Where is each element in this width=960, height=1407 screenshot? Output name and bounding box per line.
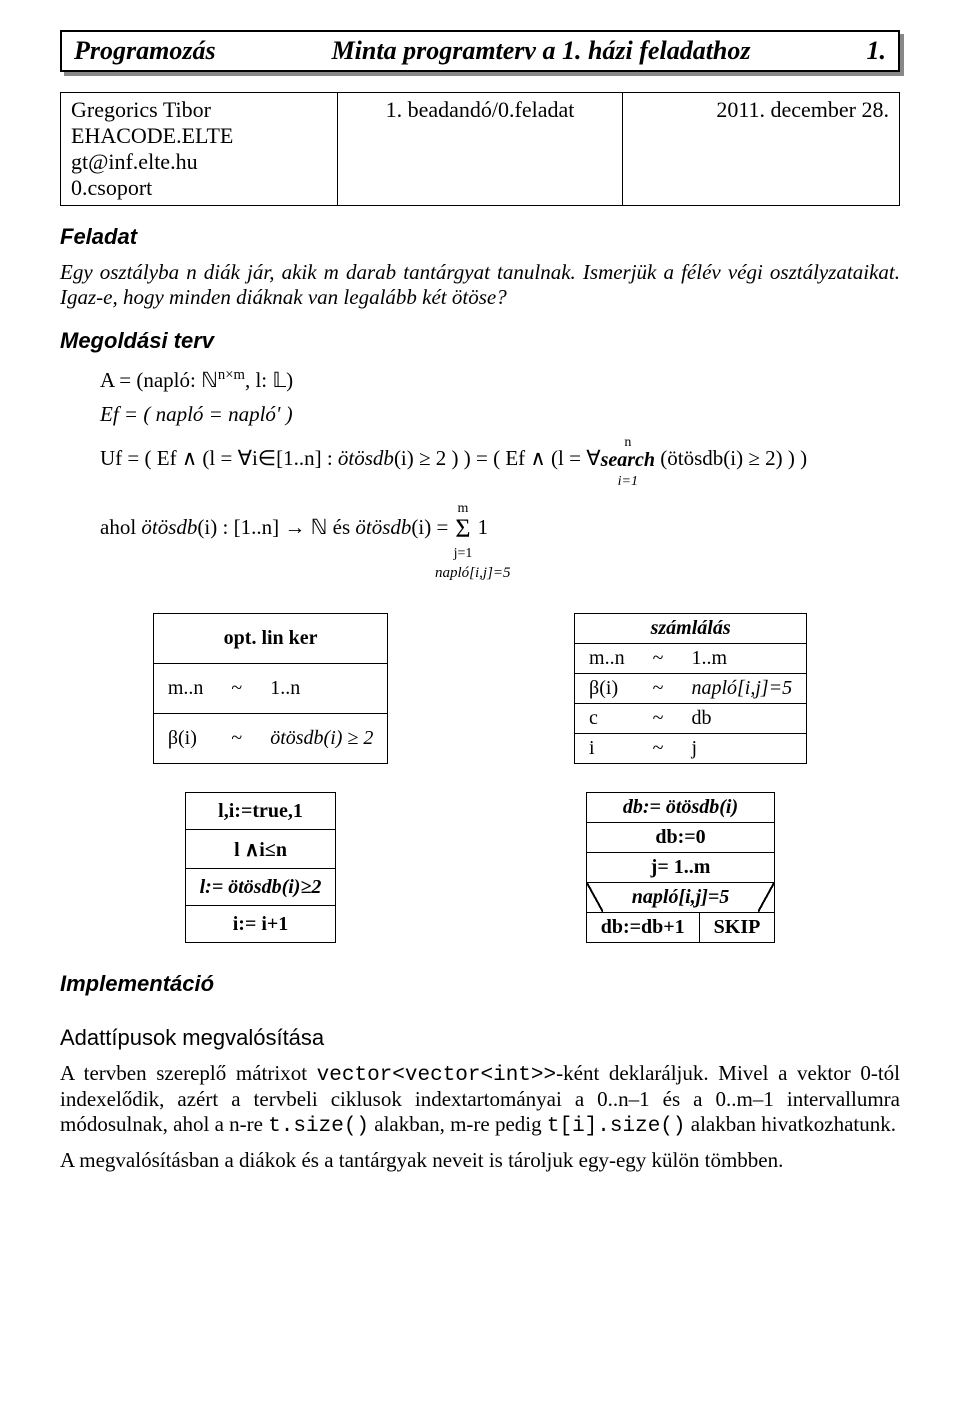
math-ahol-line: ahol ötösdb(i) : [1..n] → ℕ és ötösdb(i)… [100, 497, 900, 585]
section-adattipusok: Adattípusok megvalósítása [60, 1025, 900, 1051]
info-table: Gregorics Tibor EHACODE.ELTE gt@inf.elte… [60, 92, 900, 206]
info-date: 2011. december 28. [623, 93, 900, 206]
spec-box-row: opt. lin ker m..n ~ 1..n β(i) ~ ötösdb(i… [60, 613, 900, 764]
page-header: Programozás Minta programterv a 1. házi … [60, 30, 900, 72]
header-page-number: 1. [867, 36, 887, 66]
header-left: Programozás [74, 36, 216, 66]
info-group: 0.csoport [71, 175, 152, 200]
math-Uf-line: Uf = ( Ef ∧ (l = ∀i∈[1..n] : ötösdb(i) ≥… [100, 431, 900, 489]
structogram-left: l,i:=true,1 l ∧i≤n l:= ötösdb(i)≥2 i:= i… [185, 792, 337, 943]
info-assignment: 1. beadandó/0.feladat [337, 93, 622, 206]
impl-paragraph-1: A tervben szereplő mátrixot vector<vecto… [60, 1061, 900, 1138]
search-quantifier: nsearchi=1 [601, 431, 655, 489]
structogram-row: l,i:=true,1 l ∧i≤n l:= ötösdb(i)≥2 i:= i… [60, 792, 900, 943]
math-A-line: A = (napló: ℕn×m, l: 𝕃) [100, 364, 900, 398]
sum-symbol: m Σ j=1 [454, 497, 473, 561]
info-email: gt@inf.elte.hu [71, 149, 198, 174]
section-feladat: Feladat [60, 224, 900, 250]
code-tisize: t[i].size() [547, 1115, 686, 1138]
spec-box-linker: opt. lin ker m..n ~ 1..n β(i) ~ ötösdb(i… [153, 613, 389, 764]
info-name: Gregorics Tibor [71, 97, 211, 122]
szaml-title: számlálás [575, 614, 807, 644]
info-code: EHACODE.ELTE [71, 123, 233, 148]
math-block: A = (napló: ℕn×m, l: 𝕃) Ef = ( napló = n… [100, 364, 900, 585]
spec-box-szamlalas: számlálás m..n ~ 1..m β(i) ~ napló[i,j]=… [574, 613, 807, 764]
code-vector: vector<vector<int>> [317, 1064, 556, 1087]
structogram-right: db:= ötösdb(i) db:=0 j= 1..m napló[i,j]=… [586, 792, 776, 943]
problem-text: Egy osztályba n diák jár, akik m darab t… [60, 260, 900, 310]
linker-title: opt. lin ker [153, 614, 388, 664]
code-tsize: t.size() [268, 1115, 369, 1138]
section-megoldas: Megoldási terv [60, 328, 900, 354]
info-name-cell: Gregorics Tibor EHACODE.ELTE gt@inf.elte… [61, 93, 338, 206]
sum-condition: napló[i,j]=5 [435, 561, 900, 585]
header-center: Minta programterv a 1. házi feladathoz [216, 36, 867, 66]
impl-paragraph-2: A megvalósításban a diákok és a tantárgy… [60, 1148, 900, 1173]
math-Ef-line: Ef = ( napló = napló' ) [100, 398, 900, 432]
section-impl: Implementáció [60, 971, 900, 997]
